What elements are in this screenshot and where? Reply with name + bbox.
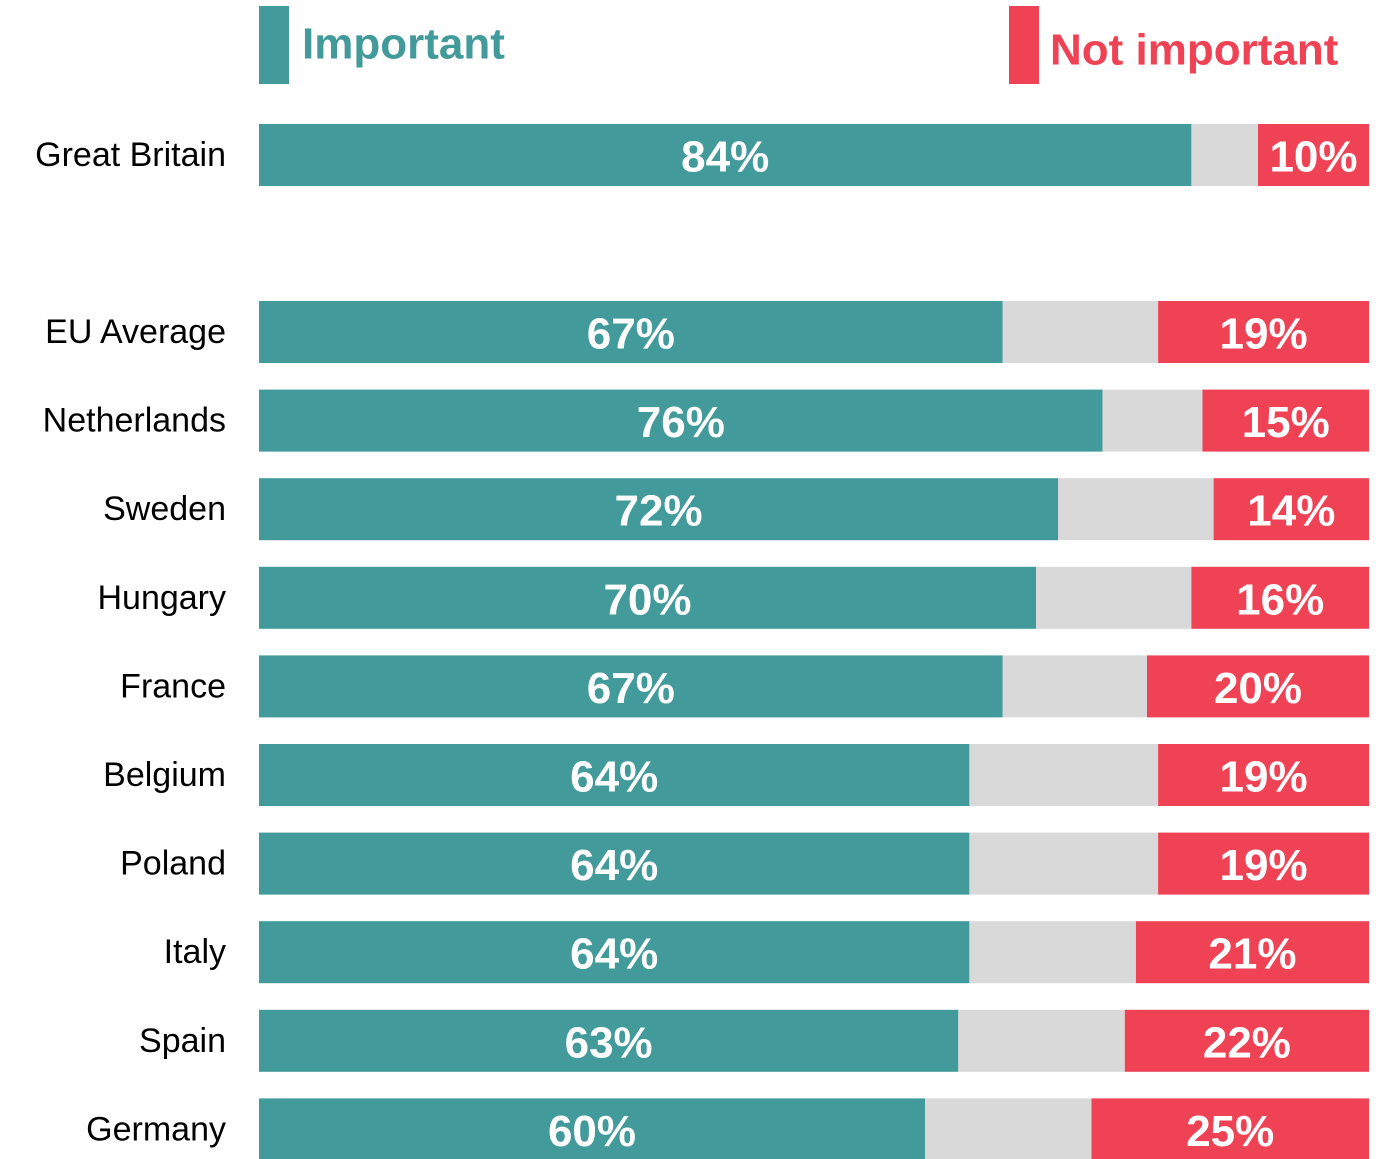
- bar-segment: [1091, 1098, 1369, 1159]
- category-label: Netherlands: [43, 402, 226, 440]
- bar-segment: [1213, 478, 1369, 541]
- category-label: Italy: [164, 933, 226, 971]
- value-label: 19%: [1220, 310, 1308, 359]
- value-label: 64%: [570, 841, 658, 890]
- legend-swatch: [1009, 6, 1039, 84]
- value-label: 15%: [1242, 398, 1330, 447]
- value-label: 72%: [615, 487, 703, 536]
- legend-label: Important: [302, 20, 505, 69]
- category-label: EU Average: [45, 313, 226, 351]
- bar-segment: [958, 1009, 1125, 1072]
- bar-segment: [1124, 1009, 1369, 1072]
- value-label: 70%: [603, 575, 691, 624]
- bar-segment: [1191, 566, 1369, 629]
- legend-label: Not important: [1050, 26, 1339, 75]
- value-label: 60%: [548, 1107, 636, 1156]
- bar-segment: [259, 921, 970, 984]
- bar-segment: [1202, 389, 1369, 452]
- value-label: 67%: [587, 664, 675, 713]
- bar-segment: [259, 744, 970, 806]
- value-label: 22%: [1203, 1018, 1291, 1067]
- bar-segment: [1036, 566, 1192, 629]
- value-label: 19%: [1220, 841, 1308, 890]
- bar-segment: [1147, 655, 1369, 718]
- category-label: France: [120, 667, 226, 705]
- category-label: Belgium: [103, 756, 226, 794]
- value-label: 67%: [587, 310, 675, 359]
- bar-segment: [1002, 301, 1159, 363]
- bar-segment: [1002, 655, 1147, 718]
- value-label: 64%: [570, 753, 658, 802]
- bar-segment: [259, 566, 1036, 629]
- bar-segment: [259, 655, 1003, 718]
- bar-segment: [1102, 389, 1203, 452]
- value-label: 21%: [1208, 930, 1296, 979]
- value-label: 25%: [1186, 1107, 1274, 1156]
- bar-segment: [1191, 124, 1258, 186]
- bar-segment: [1158, 744, 1369, 806]
- category-label: Spain: [139, 1022, 226, 1060]
- value-label: 14%: [1247, 487, 1335, 536]
- bar-segment: [259, 1009, 959, 1072]
- bar-segment: [969, 832, 1159, 895]
- bar-segment: [1158, 832, 1369, 895]
- bar-segment: [925, 1098, 1092, 1159]
- bar-segment: [259, 478, 1059, 541]
- category-label: Sweden: [103, 490, 226, 528]
- bar-segment: [259, 832, 970, 895]
- value-label: 20%: [1214, 664, 1302, 713]
- bar-segment: [1158, 301, 1369, 363]
- bar-segment: [1058, 478, 1214, 541]
- value-label: 16%: [1236, 575, 1324, 624]
- value-label: 84%: [681, 133, 769, 182]
- category-label: Hungary: [97, 579, 226, 617]
- value-label: 10%: [1269, 133, 1357, 182]
- bar-segment: [259, 389, 1103, 452]
- bar-segment: [259, 1098, 925, 1159]
- bar-segment: [1258, 124, 1369, 186]
- bar-segment: [259, 124, 1192, 186]
- bar-segment: [969, 921, 1136, 984]
- value-label: 19%: [1220, 753, 1308, 802]
- legend-swatch: [259, 6, 289, 84]
- bar-segment: [969, 744, 1159, 806]
- bar-segment: [1135, 921, 1369, 984]
- value-label: 64%: [570, 930, 658, 979]
- value-label: 76%: [637, 398, 725, 447]
- category-label: Poland: [120, 845, 226, 883]
- category-label: Germany: [86, 1110, 226, 1148]
- bar-segment: [259, 301, 1003, 363]
- category-label: Great Britain: [35, 136, 226, 174]
- value-label: 63%: [565, 1018, 653, 1067]
